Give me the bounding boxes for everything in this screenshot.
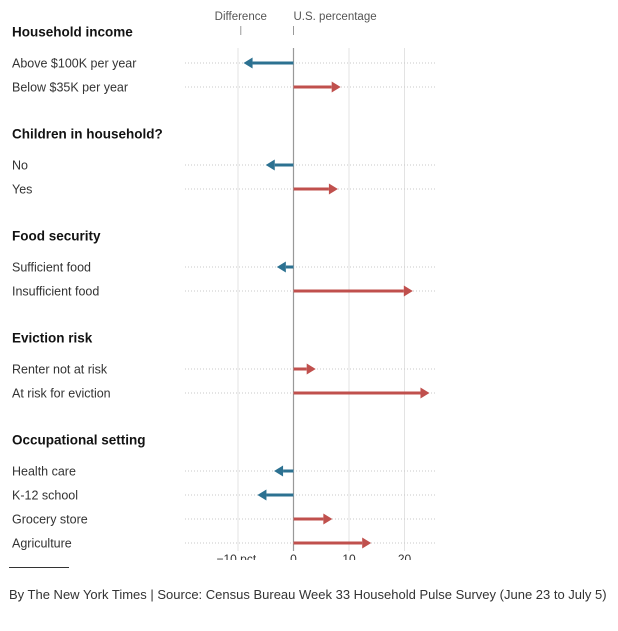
row-label: Yes [12, 183, 32, 197]
gridlines [237, 26, 405, 551]
arrow-head [265, 159, 275, 171]
us-percentage-header: U.S. percentage [294, 11, 377, 23]
row-label: Above $100K per year [12, 57, 136, 71]
arrow-head [306, 363, 316, 375]
row-label: Health care [12, 465, 76, 479]
x-tick-label: 0 [290, 552, 297, 560]
arrows [243, 57, 430, 549]
arrow-head [276, 261, 286, 273]
row-label: K-12 school [12, 489, 78, 503]
group-title: Eviction risk [12, 331, 93, 346]
row-label: Grocery store [12, 513, 88, 527]
source-credit: By The New York Times | Source: Census B… [9, 587, 607, 602]
group-title: Food security [12, 229, 101, 244]
row-label: Sufficient food [12, 261, 91, 275]
group-title: Occupational setting [12, 433, 146, 448]
row-label: Below $35K per year [12, 81, 128, 95]
arrow-head [328, 183, 338, 195]
arrow-head [257, 489, 267, 501]
arrow-head [420, 387, 430, 399]
arrow-head [274, 465, 284, 477]
row-guides [185, 62, 436, 544]
arrow-head [362, 537, 372, 549]
x-tick-label: 10 [342, 552, 356, 560]
row-label: At risk for eviction [12, 387, 111, 401]
row-label: Agriculture [12, 537, 72, 551]
arrow-head [243, 57, 253, 69]
group-title: Children in household? [12, 127, 163, 142]
row-label: Insufficient food [12, 285, 99, 299]
row-label: No [12, 159, 28, 173]
row-label: Renter not at risk [12, 363, 108, 377]
arrow-head [331, 81, 341, 93]
footer-rule [9, 567, 69, 568]
group-title: Household income [12, 25, 133, 40]
arrow-chart: Household income Children in household? Fo… [12, 11, 436, 560]
arrow-head [403, 285, 413, 297]
x-tick-label: −10 pct. [216, 552, 259, 560]
x-tick-label: 20 [398, 552, 412, 560]
labels: Household income Children in household? Fo… [12, 11, 411, 560]
difference-header: Difference [215, 11, 267, 23]
arrow-head [323, 513, 333, 525]
